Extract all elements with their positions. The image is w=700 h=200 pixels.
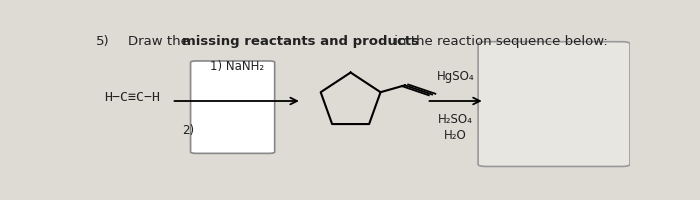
Text: HgSO₄: HgSO₄ [437,70,475,83]
Text: H₂SO₄
H₂O: H₂SO₄ H₂O [438,113,473,142]
Text: in the reaction sequence below:: in the reaction sequence below: [390,35,608,48]
Text: H−C≡C−H: H−C≡C−H [104,91,160,104]
Text: missing reactants and products: missing reactants and products [183,35,419,48]
Text: 5): 5) [96,35,109,48]
Text: 2): 2) [182,124,195,137]
Text: Draw the: Draw the [128,35,193,48]
FancyBboxPatch shape [190,61,274,153]
FancyBboxPatch shape [478,42,630,166]
Text: 1) NaNH₂: 1) NaNH₂ [209,60,264,73]
